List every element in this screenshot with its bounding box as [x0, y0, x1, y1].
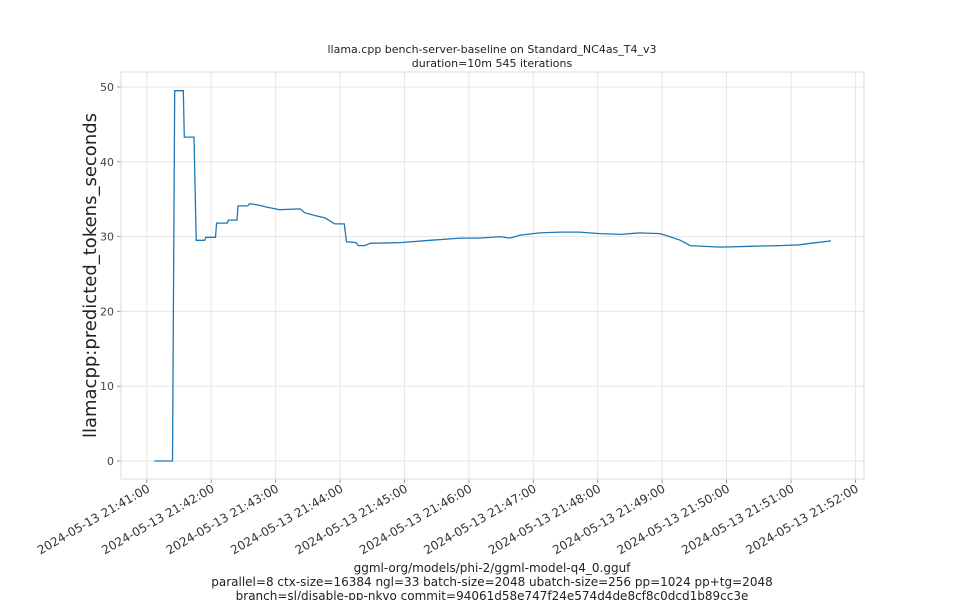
y-axis-label: llamacpp:predicted_tokens_seconds [80, 113, 101, 438]
y-tick-label: 30 [100, 231, 114, 244]
x-tick-label: 2024-05-13 21:42:00 [99, 481, 216, 557]
x-tick-label: 2024-05-13 21:43:00 [164, 481, 281, 557]
chart-title: llama.cpp bench-server-baseline on Stand… [327, 43, 656, 56]
x-axis-label: branch=sl/disable-pp-nkvo commit=94061d5… [236, 589, 749, 600]
x-axis-label: ggml-org/models/phi-2/ggml-model-q4_0.gg… [354, 561, 632, 575]
y-tick-label: 20 [100, 305, 114, 318]
x-tick-label: 2024-05-13 21:49:00 [550, 481, 667, 557]
data-line [154, 90, 832, 462]
x-tick-label: 2024-05-13 21:41:00 [35, 481, 152, 557]
y-tick-label: 40 [100, 156, 114, 169]
y-tick-label: 10 [100, 380, 114, 393]
x-tick-label: 2024-05-13 21:48:00 [486, 481, 603, 557]
x-tick-label: 2024-05-13 21:52:00 [744, 481, 861, 557]
x-axis-label: parallel=8 ctx-size=16384 ngl=33 batch-s… [211, 575, 772, 589]
chart-title: duration=10m 545 iterations [412, 57, 573, 70]
x-tick-label: 2024-05-13 21:50:00 [615, 481, 732, 557]
x-tick-label: 2024-05-13 21:45:00 [293, 481, 410, 557]
x-tick-label: 2024-05-13 21:47:00 [421, 481, 538, 557]
plot-frame [120, 71, 865, 480]
y-tick-label: 0 [107, 455, 114, 468]
x-tick-label: 2024-05-13 21:51:00 [679, 481, 796, 557]
y-tick-label: 50 [100, 81, 114, 94]
x-tick-label: 2024-05-13 21:46:00 [357, 481, 474, 557]
x-tick-label: 2024-05-13 21:44:00 [228, 481, 345, 557]
